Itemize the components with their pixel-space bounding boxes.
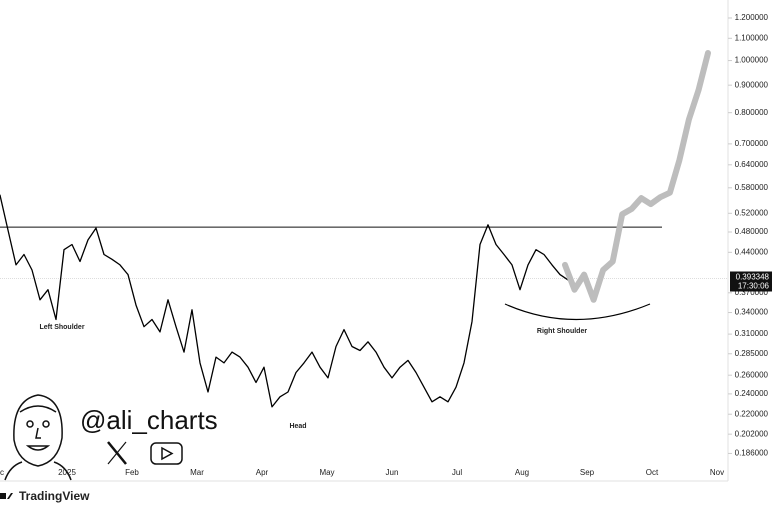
- y-tick-label: 0.285000: [735, 349, 769, 358]
- price-box: [730, 271, 772, 292]
- y-tick-label: 0.480000: [735, 227, 769, 236]
- x-tick-label: Oct: [646, 468, 659, 477]
- x-icon: [107, 441, 127, 465]
- projection-line: [562, 50, 711, 303]
- x-tick-label: Mar: [190, 468, 204, 477]
- y-tick-label: 0.700000: [735, 139, 769, 148]
- y-tick-label: 0.800000: [735, 108, 769, 117]
- x-tick-label: Apr: [256, 468, 269, 477]
- y-tick-label: 0.202000: [735, 429, 769, 438]
- y-tick-label: 0.370000: [735, 288, 769, 297]
- price-box-time: 17:30:06: [738, 282, 770, 291]
- watermark-handle: @ali_charts: [80, 405, 218, 435]
- x-tick-label: c: [0, 468, 4, 477]
- x-tick-label: Nov: [710, 468, 724, 477]
- x-tick-label: Aug: [515, 468, 529, 477]
- y-tick-label: 0.520000: [735, 208, 769, 217]
- price-box-value: 0.393348: [736, 273, 770, 282]
- x-tick-label: Jul: [452, 468, 462, 477]
- annotation: Head: [289, 423, 306, 430]
- y-tick-label: 1.200000: [735, 13, 769, 22]
- annotation: Left Shoulder: [39, 324, 84, 331]
- y-tick-label: 0.580000: [735, 183, 769, 192]
- y-tick-label: 0.186000: [735, 449, 769, 458]
- avatar: [4, 394, 72, 481]
- x-tick-label: Jun: [386, 468, 399, 477]
- y-tick-label: 0.260000: [735, 370, 769, 379]
- y-tick-label: 0.240000: [735, 389, 769, 398]
- x-tick-label: Sep: [580, 468, 595, 477]
- y-tick-label: 1.000000: [735, 56, 769, 65]
- y-tick-label: 1.100000: [735, 33, 769, 42]
- brand-name: TradingView: [19, 489, 90, 503]
- y-tick-label: 0.310000: [735, 329, 769, 338]
- y-tick-label: 0.900000: [735, 80, 769, 89]
- x-tick-label: Feb: [125, 468, 139, 477]
- y-tick-label: 0.440000: [735, 247, 769, 256]
- x-tick-label: 2025: [58, 468, 76, 477]
- price-line: [0, 194, 569, 408]
- y-tick-label: 0.340000: [735, 308, 769, 317]
- brand-logo: [0, 493, 13, 499]
- youtube-icon: [150, 442, 183, 465]
- shoulder-arc: [504, 303, 651, 321]
- y-tick-label: 0.220000: [735, 409, 769, 418]
- annotation: Right Shoulder: [537, 328, 587, 335]
- x-tick-label: May: [319, 468, 334, 477]
- y-tick-label: 0.640000: [735, 160, 769, 169]
